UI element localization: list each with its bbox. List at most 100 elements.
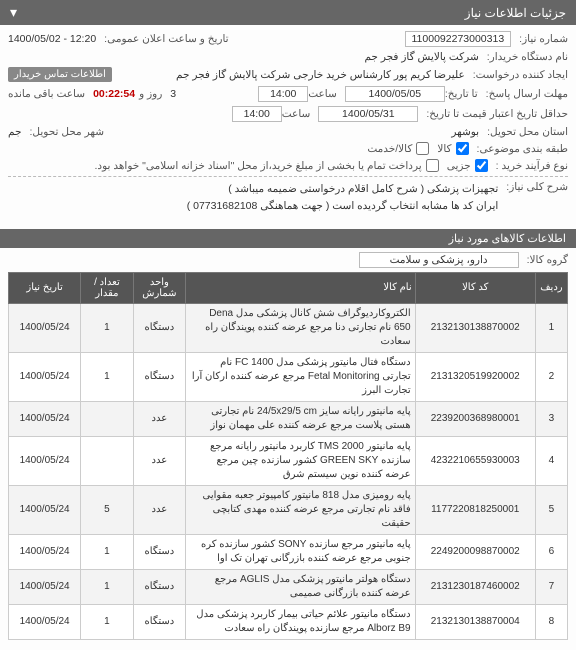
table-row: 44232210655930003پایه مانیتور TMS 2000 ک… <box>9 436 568 485</box>
deliver-city-label: شهر محل تحویل: <box>29 126 104 138</box>
cell-date: 1400/05/24 <box>9 401 81 436</box>
remain-timer: 00:22:54 <box>93 88 135 100</box>
cell-idx: 1 <box>535 303 567 352</box>
section-header: جزئیات اطلاعات نیاز ▾ <box>0 0 576 25</box>
collapse-icon[interactable]: ▾ <box>10 4 17 21</box>
subject-service-checkbox[interactable] <box>416 142 429 155</box>
th-code: کد کالا <box>415 272 535 303</box>
valid-min-label: حداقل تاریخ اعتبار قیمت تا تاریخ: <box>426 108 568 120</box>
cell-date: 1400/05/24 <box>9 569 81 604</box>
cell-cnt: 1 <box>81 569 133 604</box>
cell-idx: 3 <box>535 401 567 436</box>
group-label: گروه کالا: <box>527 254 568 266</box>
table-header-row: ردیف کد کالا نام کالا واحد شمارش تعداد /… <box>9 272 568 303</box>
cell-name: دستگاه فتال مانیتور پزشکی مدل FC 1400 نا… <box>186 352 416 401</box>
reply-deadline-date: 1400/05/05 <box>345 86 445 102</box>
cell-code: 2239200368980001 <box>415 401 535 436</box>
cell-name: پایه مانیتور مرجع سازنده SONY کشور سازند… <box>186 534 416 569</box>
cell-name: پایه مانیتور TMS 2000 کاربرد مانیتور رای… <box>186 436 416 485</box>
cell-idx: 7 <box>535 569 567 604</box>
cell-code: 2132130138870004 <box>415 604 535 639</box>
table-row: 72131230187460002دستگاه هولتر مانیتور پز… <box>9 569 568 604</box>
requester-value: علیرضا کریم پور کارشناس خرید خارجی شرکت … <box>176 69 465 81</box>
group-value: دارو، پزشکی و سلامت <box>359 252 519 268</box>
th-cnt: تعداد / مقدار <box>81 272 133 303</box>
desc-line2: ایران کد ها مشابه انتخاب گردیده است ( جه… <box>187 198 499 215</box>
buy-type-partial2-checkbox[interactable] <box>475 159 488 172</box>
subject-goods-label: کالا <box>437 143 451 155</box>
cell-unit: دستگاه <box>133 604 185 639</box>
cell-date: 1400/05/24 <box>9 534 81 569</box>
th-idx: ردیف <box>535 272 567 303</box>
cell-unit: دستگاه <box>133 534 185 569</box>
table-row: 12132130138870002الکتروکاردیوگراف شش کان… <box>9 303 568 352</box>
reply-deadline-date-label: تا تاریخ: <box>445 88 478 100</box>
cell-cnt <box>81 436 133 485</box>
section-title: جزئیات اطلاعات نیاز <box>465 6 566 20</box>
cell-code: 2131230187460002 <box>415 569 535 604</box>
public-datetime-label: تاریخ و ساعت اعلان عمومی: <box>104 33 228 45</box>
cell-date: 1400/05/24 <box>9 604 81 639</box>
items-section-header: اطلاعات کالاهای مورد نیاز <box>0 229 576 248</box>
cell-date: 1400/05/24 <box>9 436 81 485</box>
cell-cnt: 1 <box>81 604 133 639</box>
form-area: شماره نیاز: 1100092273000313 تاریخ و ساع… <box>0 25 576 229</box>
need-number-value: 1100092273000313 <box>405 31 512 47</box>
buyer-contact-badge[interactable]: اطلاعات تماس خریدار <box>8 67 112 82</box>
valid-min-date: 1400/05/31 <box>318 106 418 122</box>
cell-unit: دستگاه <box>133 303 185 352</box>
deliver-province-label: استان محل تحویل: <box>487 126 568 138</box>
cell-cnt <box>81 401 133 436</box>
cell-unit: عدد <box>133 401 185 436</box>
subject-goods-checkbox[interactable] <box>456 142 469 155</box>
deliver-city-value: جم <box>8 126 21 138</box>
reply-deadline-hour: 14:00 <box>258 86 308 102</box>
cell-name: الکتروکاردیوگراف شش کانال پزشکی مدل Dena… <box>186 303 416 352</box>
buy-type-label: نوع فرآیند خرید : <box>496 160 568 172</box>
cell-unit: عدد <box>133 485 185 534</box>
buyer-value: شرکت پالایش گاز فجر جم <box>364 51 478 63</box>
cell-date: 1400/05/24 <box>9 303 81 352</box>
table-row: 32239200368980001پایه مانیتور رایانه سای… <box>9 401 568 436</box>
cell-code: 2249200098870002 <box>415 534 535 569</box>
cell-name: دستگاه مانیتور علائم حیاتی بیمار کاربرد … <box>186 604 416 639</box>
remain-label: ساعت باقی مانده <box>8 88 85 100</box>
deliver-province-value: بوشهر <box>451 126 479 138</box>
items-table: ردیف کد کالا نام کالا واحد شمارش تعداد /… <box>8 272 568 640</box>
cell-idx: 5 <box>535 485 567 534</box>
buy-type-partial-checkbox[interactable] <box>426 159 439 172</box>
desc-line1: تجهیزات پزشکی ( شرح کامل اقلام درخواستی … <box>187 181 499 198</box>
need-number-label: شماره نیاز: <box>519 33 568 45</box>
th-name: نام کالا <box>186 272 416 303</box>
valid-min-hour: 14:00 <box>232 106 282 122</box>
table-row: 82132130138870004دستگاه مانیتور علائم حی… <box>9 604 568 639</box>
desc-box: تجهیزات پزشکی ( شرح کامل اقلام درخواستی … <box>187 181 499 215</box>
days-label: روز و <box>139 88 162 100</box>
cell-cnt: 1 <box>81 352 133 401</box>
cell-unit: دستگاه <box>133 352 185 401</box>
cell-date: 1400/05/24 <box>9 352 81 401</box>
th-unit: واحد شمارش <box>133 272 185 303</box>
table-row: 62249200098870002پایه مانیتور مرجع سازند… <box>9 534 568 569</box>
cell-code: 4232210655930003 <box>415 436 535 485</box>
cell-idx: 6 <box>535 534 567 569</box>
subject-label: طبقه بندی موضوعی: <box>477 143 568 155</box>
cell-code: 2131320519920002 <box>415 352 535 401</box>
buyer-label: نام دستگاه خریدار: <box>487 51 568 63</box>
th-date: تاریخ نیاز <box>9 272 81 303</box>
cell-name: دستگاه هولتر مانیتور پزشکی مدل AGLIS مرج… <box>186 569 416 604</box>
buy-type-partial-label: پرداخت تمام یا بخشی از مبلغ خرید،از محل … <box>95 160 422 172</box>
cell-cnt: 5 <box>81 485 133 534</box>
table-row: 22131320519920002دستگاه فتال مانیتور پزش… <box>9 352 568 401</box>
reply-deadline-label: مهلت ارسال پاسخ: <box>486 88 568 100</box>
cell-code: 2132130138870002 <box>415 303 535 352</box>
days-value: 3 <box>170 88 176 100</box>
requester-label: ایجاد کننده درخواست: <box>473 69 568 81</box>
cell-idx: 8 <box>535 604 567 639</box>
cell-name: پایه مانیتور رایانه سایز 24/5x29/5 cm نا… <box>186 401 416 436</box>
cell-cnt: 1 <box>81 534 133 569</box>
subject-service-label: کالا/خدمت <box>367 143 412 155</box>
buy-type-partial2-label: جزیی <box>447 160 471 172</box>
cell-cnt: 1 <box>81 303 133 352</box>
cell-unit: دستگاه <box>133 569 185 604</box>
